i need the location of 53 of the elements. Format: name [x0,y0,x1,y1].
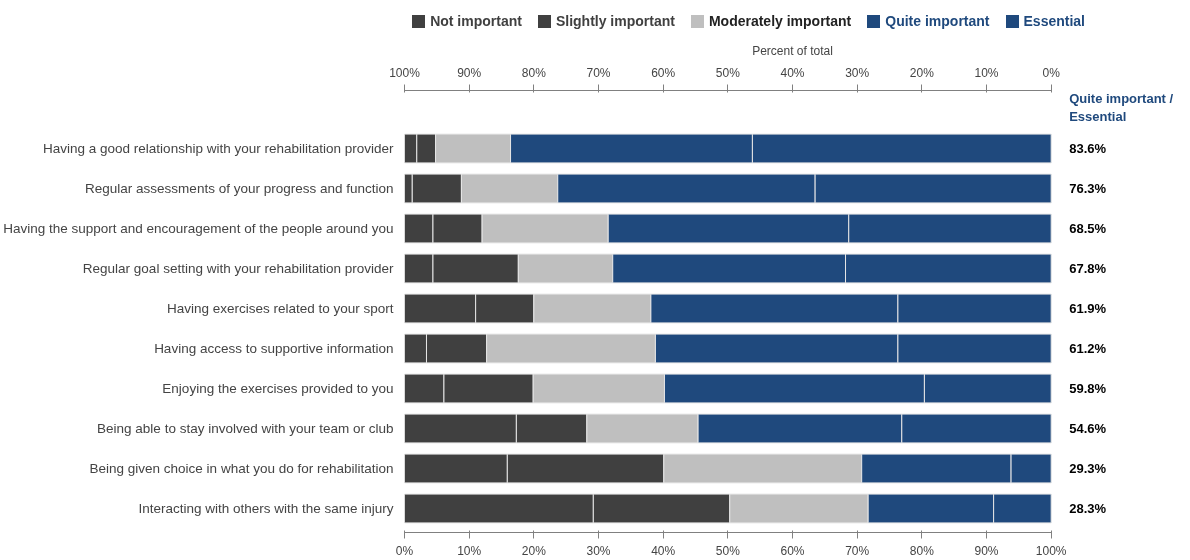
x-tick-label: 40% [651,543,676,558]
x2-tick-label: 70% [586,65,611,80]
x2-tick-label: 100% [389,65,421,80]
x2-tick-label: 30% [845,65,870,80]
x2-axis-title: Percent of total [752,43,833,58]
y-tick-label: Being able to stay involved with your team or club [97,421,394,436]
x2-tick-label: 60% [651,65,676,80]
x-tick-label: 50% [715,543,741,558]
x2-tick-label: 0% [1042,65,1061,80]
text: 61.2% [1069,341,1107,356]
x2-tick-label: 40% [780,65,805,80]
text: 67.8% [1069,261,1107,276]
x-tick-label: 30% [586,543,611,558]
x2-tick-label: 50% [715,65,741,80]
y-tick-label: Regular assessments of your progress and function [85,181,394,196]
legend-item: Essential [1005,11,1085,31]
x-tick-label: 0% [395,543,414,558]
x-tick-label: 10% [457,543,482,558]
x2-tick-label: 80% [521,65,547,80]
legend-item: Not important [412,11,522,31]
x-tick-label: 80% [909,543,935,558]
y-tick-label: Having exercises related to your sport [166,301,394,316]
text: 59.8% [1069,381,1107,396]
y-tick-label: Having the support and encouragement of the people around you [3,221,394,236]
x-tick-label: 60% [780,543,805,558]
y-tick-label: Interacting with others with the same injury [138,501,394,516]
legend-item: Slightly important [537,11,675,31]
y-tick-label: Having a good relationship with your rehabilitation provider [43,141,394,156]
text: 68.5% [1069,221,1107,236]
y-tick-label: Regular goal setting with your rehabilitation provider [82,261,394,276]
legend-label: Not important [430,12,522,31]
legend-item: Moderately important [690,11,852,31]
y-tick-label: Being given choice in what you do for rehabilitation [89,461,394,476]
text: 29.3% [1069,461,1107,476]
x-tick-label: 70% [845,543,870,558]
y-tick-label: Enjoying the exercises provided to you [162,381,394,396]
x2-tick-label: 20% [909,65,935,80]
x2-tick-label: 90% [457,65,482,80]
text: 76.3% [1069,181,1107,196]
text: 61.9% [1069,301,1107,316]
text: 28.3% [1069,501,1107,516]
x-tick-label: 20% [521,543,547,558]
text: 83.6% [1069,141,1107,156]
x-tick-label: 100% [1035,543,1067,558]
text: Quite important / [1069,90,1174,106]
x2-tick-label: 10% [974,65,999,80]
x-tick-label: 90% [974,543,999,558]
text: 54.6% [1069,421,1107,436]
legend-label: Slightly important [555,12,675,31]
legend-item: Quite important [867,11,990,31]
series-label: Essential [1069,108,1127,124]
y-tick-label: Having access to supportive information [154,341,394,356]
legend-label: Moderately important [708,12,852,31]
